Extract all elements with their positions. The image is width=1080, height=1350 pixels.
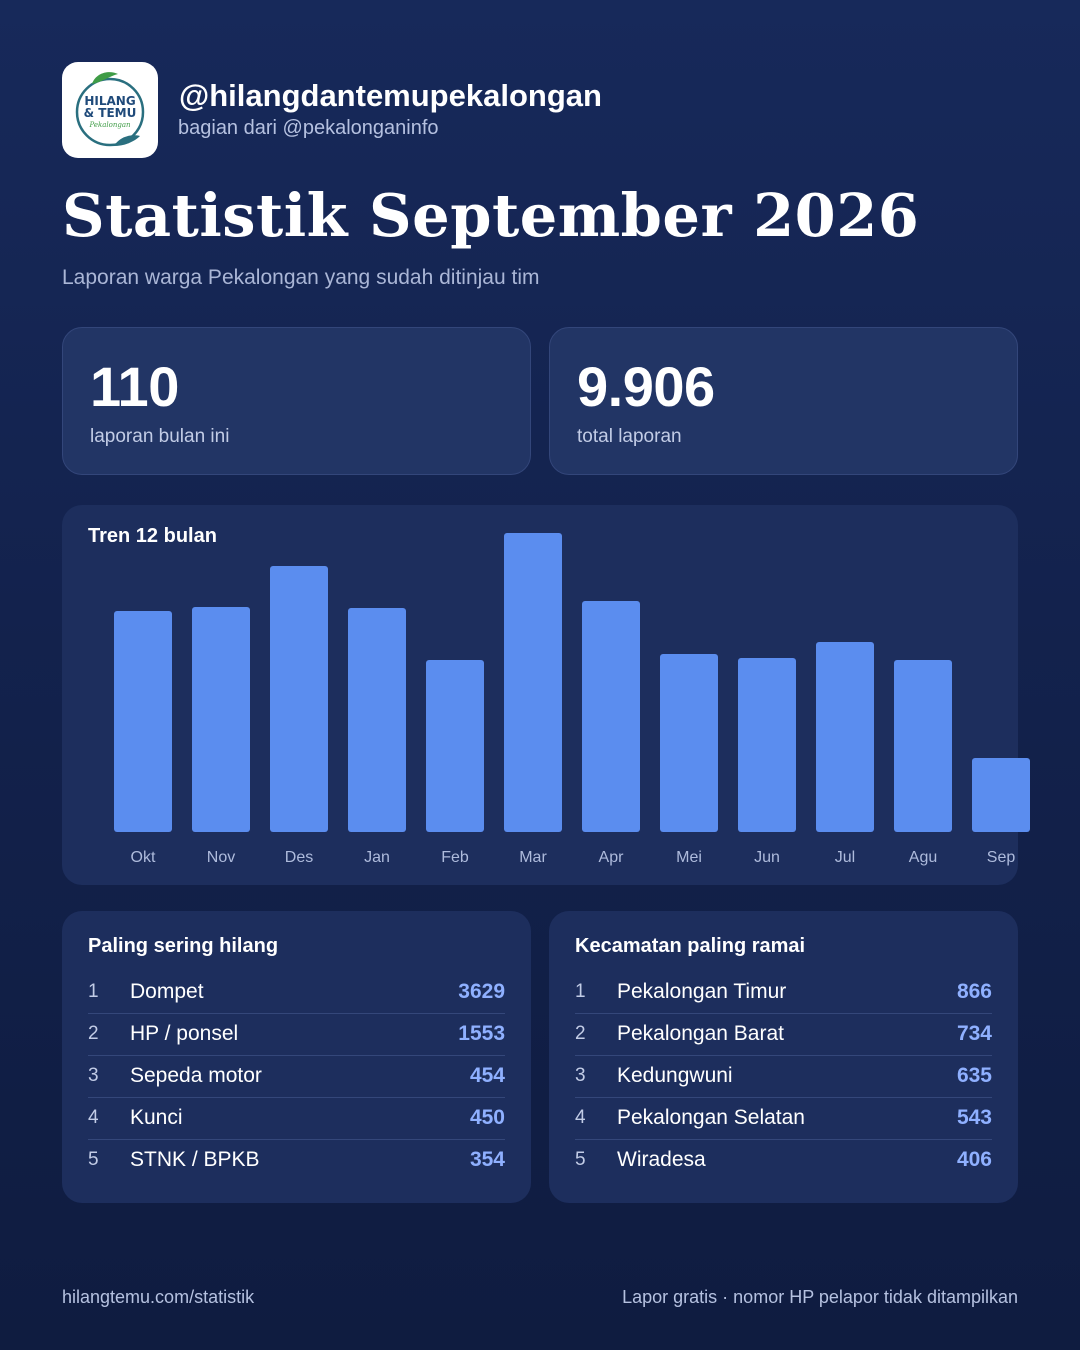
list-item: 5 STNK / BPKB 354 [88,1140,505,1182]
chart-bar-jun [738,658,796,832]
stat-value: 110 [90,355,179,418]
list-item-rank: 5 [575,1149,586,1170]
list-item-rank: 3 [88,1065,99,1086]
list-item-name: Sepeda motor [130,1064,262,1087]
list-item: 3 Kedungwuni 635 [575,1056,992,1098]
chart-bar-agu [894,660,952,832]
leaf-icon-bottom [114,135,140,146]
list-item-name: Pekalongan Barat [617,1022,784,1045]
stat-card-monthly: 110 laporan bulan ini [62,327,531,475]
account-subhandle: bagian dari @pekalonganinfo [178,117,439,139]
list-item: 2 HP / ponsel 1553 [88,1014,505,1056]
logo-line-2: & TEMU [84,106,137,120]
list-item-count: 450 [469,1106,505,1129]
chart-title: Tren 12 bulan [88,525,217,547]
account-handle: @hilangdantemupekalongan [179,78,602,113]
list-item-rank: 4 [88,1107,99,1128]
list-item-count: 3629 [458,980,505,1003]
chart-tick-label: Jun [754,849,780,866]
chart-tick-label: Des [285,849,313,866]
chart-tick-label: Feb [441,849,469,866]
logo: HILANG & TEMU Pekalongan [62,62,158,158]
trend-chart-panel: Tren 12 bulan Okt Nov Des Jan Feb Mar Apr Mei Ju… [62,505,1030,885]
footer-note: Lapor gratis · nomor HP pelapor tidak di… [622,1287,1018,1307]
list-item-rank: 4 [575,1107,586,1128]
chart-tick-label: Nov [207,849,235,866]
list-item: 1 Dompet 3629 [88,972,505,1014]
chart-bar-jul [816,642,874,832]
chart-tick-label: Agu [909,849,937,866]
list-item-rank: 1 [88,981,99,1002]
chart-tick-label: Okt [131,849,156,866]
list-item: 5 Wiradesa 406 [575,1140,992,1182]
chart-tick-label: Apr [599,849,625,866]
footer-link[interactable]: hilangtemu.com/statistik [62,1287,255,1307]
list-item-count: 866 [956,980,992,1003]
list-item-count: 354 [469,1148,505,1171]
list-item-name: Pekalongan Timur [617,980,787,1003]
chart-bar-jan [348,608,406,832]
page-title: Statistik September 2026 [62,181,920,250]
top-items-panel: Paling sering hilang 1 Dompet 3629 2 HP … [62,911,531,1203]
list-item-count: 734 [956,1022,992,1045]
list-item-count: 454 [469,1064,505,1087]
list-item-count: 406 [956,1148,992,1171]
list-item-name: Wiradesa [617,1148,706,1171]
chart-tick-label: Jan [364,849,390,866]
logo-mark: HILANG & TEMU Pekalongan [75,72,145,147]
chart-bar-mar [504,533,562,832]
logo-ring [75,77,145,147]
chart-tick-label: Mar [519,849,547,866]
chart-bar-okt [114,611,172,832]
stat-label: laporan bulan ini [90,426,230,447]
list-item-name: HP / ponsel [130,1022,239,1045]
list-item-count: 635 [956,1064,992,1087]
list-item: 2 Pekalongan Barat 734 [575,1014,992,1056]
list-item: 1 Pekalongan Timur 866 [575,972,992,1014]
list-item-rank: 2 [575,1023,586,1044]
top-districts-title: Kecamatan paling ramai [575,935,806,957]
list-item-count: 543 [956,1106,992,1129]
list-item: 4 Kunci 450 [88,1098,505,1140]
chart-bar-mei [660,654,718,832]
list-item-rank: 3 [575,1065,586,1086]
page-subtitle: Laporan warga Pekalongan yang sudah diti… [62,266,540,289]
chart-bar-feb [426,660,484,832]
leaf-icon-top [92,72,118,84]
chart-bar-nov [192,607,250,832]
list-item-rank: 1 [575,981,586,1002]
chart-tick-label: Sep [987,849,1016,866]
list-item-name: Kedungwuni [617,1064,733,1087]
chart-tick-label: Jul [835,849,855,866]
list-item-name: STNK / BPKB [130,1148,260,1171]
list-item-count: 1553 [458,1022,505,1045]
chart-bar-apr [582,601,640,832]
top-items-title: Paling sering hilang [88,935,279,957]
list-item: 4 Pekalongan Selatan 543 [575,1098,992,1140]
stat-label: total laporan [577,426,682,447]
chart-bar-sep [972,758,1030,832]
logo-line-1: HILANG [84,94,135,108]
chart-tick-label: Mei [676,849,702,866]
list-item-name: Pekalongan Selatan [617,1106,805,1129]
stat-card-total: 9.906 total laporan [549,327,1018,475]
list-item-rank: 5 [88,1149,99,1170]
chart-bar-des [270,566,328,832]
trend-chart: Okt Nov Des Jan Feb Mar Apr Mei Jun Jul Agu Sep [114,533,1030,866]
stat-value: 9.906 [577,355,715,418]
list-item-name: Kunci [130,1106,183,1129]
logo-line-3: Pekalongan [88,121,131,129]
list-item-name: Dompet [130,980,204,1003]
list-item: 3 Sepeda motor 454 [88,1056,505,1098]
top-districts-panel: Kecamatan paling ramai 1 Pekalongan Timu… [549,911,1018,1203]
list-item-rank: 2 [88,1023,99,1044]
